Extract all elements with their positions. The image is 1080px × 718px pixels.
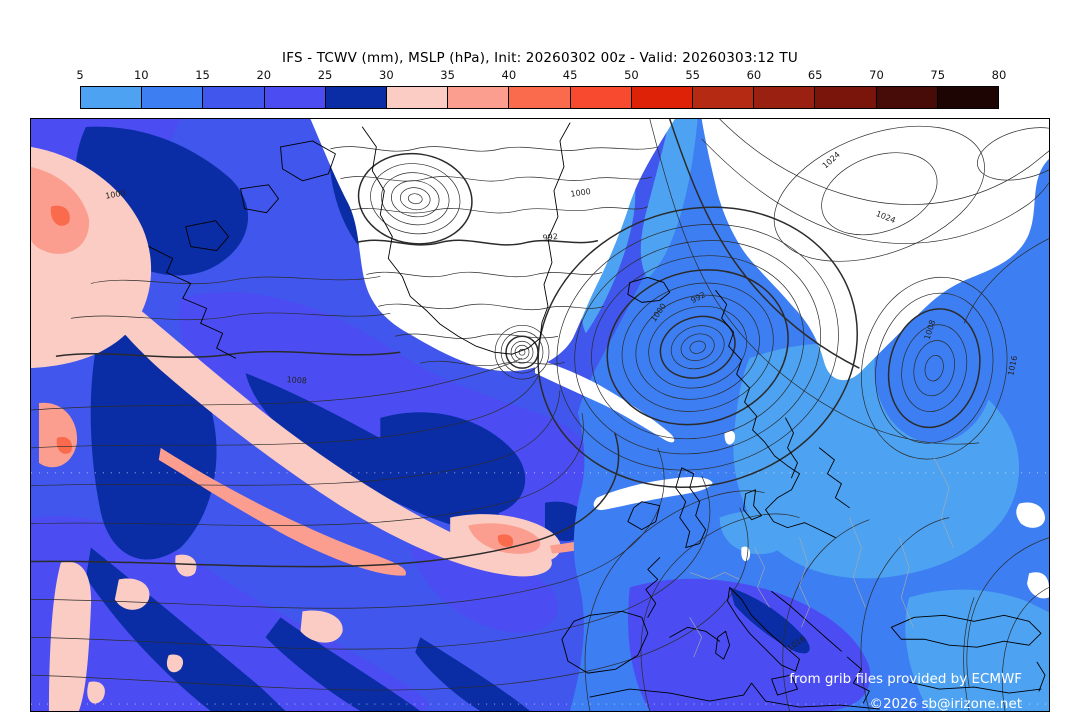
colorbar-cell-70-75 [875,87,937,108]
colorbar-tick: 55 [685,68,700,82]
colorbar-tick: 65 [807,68,823,82]
black-sea-coast [890,614,1042,648]
colorbar-cell-25-30 [324,87,387,108]
colorbar-cell-55-60 [692,87,754,108]
attribution-copyright: ©2026 sb@irizone.net [870,697,1023,711]
colorbar-cell-20-25 [263,87,325,108]
colorbar-tick: 45 [562,68,578,82]
colorbar-tick: 70 [869,68,884,82]
low-center-russia [861,276,1008,460]
colorbar-tick: 50 [624,68,639,82]
britain-coast [675,467,707,549]
border-layer [689,457,954,658]
colorbar-tick: 20 [256,68,272,82]
high-center-arctic-russia [649,119,1049,445]
attribution-ecmwf: from grib files provided by ECMWF [789,672,1022,687]
greenland-coast [361,122,571,355]
iceland-coast [627,277,671,303]
colorbar-tick: 30 [379,68,394,82]
iberia-coast [561,610,649,674]
labrador-coast [148,246,237,359]
contour-label: 1000 [570,187,591,199]
weather-map: .f0{fill:#ffffff}.f5{fill:#4da3f2}.f10{f… [30,118,1050,712]
attribution: from grib files provided by ECMWF ©2026 … [789,672,1022,711]
denmark-coast [743,489,763,521]
colorbar-cell-75-80 [936,87,999,108]
page-title: IFS - TCWV (mm), MSLP (hPa), Init: 20260… [282,50,798,66]
colorbar-tick: 75 [930,68,946,82]
colorbar-cell-30-35 [386,87,448,108]
colorbar-tick: 25 [317,68,333,82]
colorbar-tick: 10 [133,68,149,82]
colorbar-tick: 40 [501,68,517,82]
colorbar-tick: 80 [991,68,1007,82]
colorbar-tick: 35 [440,68,455,82]
colorbar-tick: 15 [195,68,210,82]
colorbar-cell-35-40 [447,87,509,108]
tcwv-fill-layer [31,119,1049,711]
contour-label: 1016 [1006,355,1019,377]
colorbar-ticks: 5 10 15 20 25 30 35 40 45 50 55 60 65 70 75 80 [76,68,1006,82]
colorbar-cell-15-20 [202,87,264,108]
colorbar-cell-5-10 [81,87,142,108]
colorbar-tick: 60 [746,68,762,82]
italy-coast [727,586,800,672]
contour-label: 1000 [105,188,127,200]
contour-label: 992 [542,232,558,243]
colorbar-cell-10-15 [141,87,203,108]
colorbar-tick: 5 [76,68,84,82]
colorbar-cell-45-50 [569,87,631,108]
colorbar-cell-65-70 [814,87,876,108]
north-africa-coast [589,682,880,710]
uk-dry-filament [593,477,713,511]
moisture-band [31,146,635,711]
norway-coast [715,289,800,475]
coastline-layer [148,122,1046,710]
contour-label: 1008 [286,375,307,385]
low-center-canadian-arctic [357,152,473,245]
colorbar-cell-60-65 [753,87,815,108]
ireland-coast [627,501,661,531]
colorbar [80,86,999,109]
colorbar-cell-40-45 [508,87,570,108]
colorbar-cell-50-55 [630,87,693,108]
